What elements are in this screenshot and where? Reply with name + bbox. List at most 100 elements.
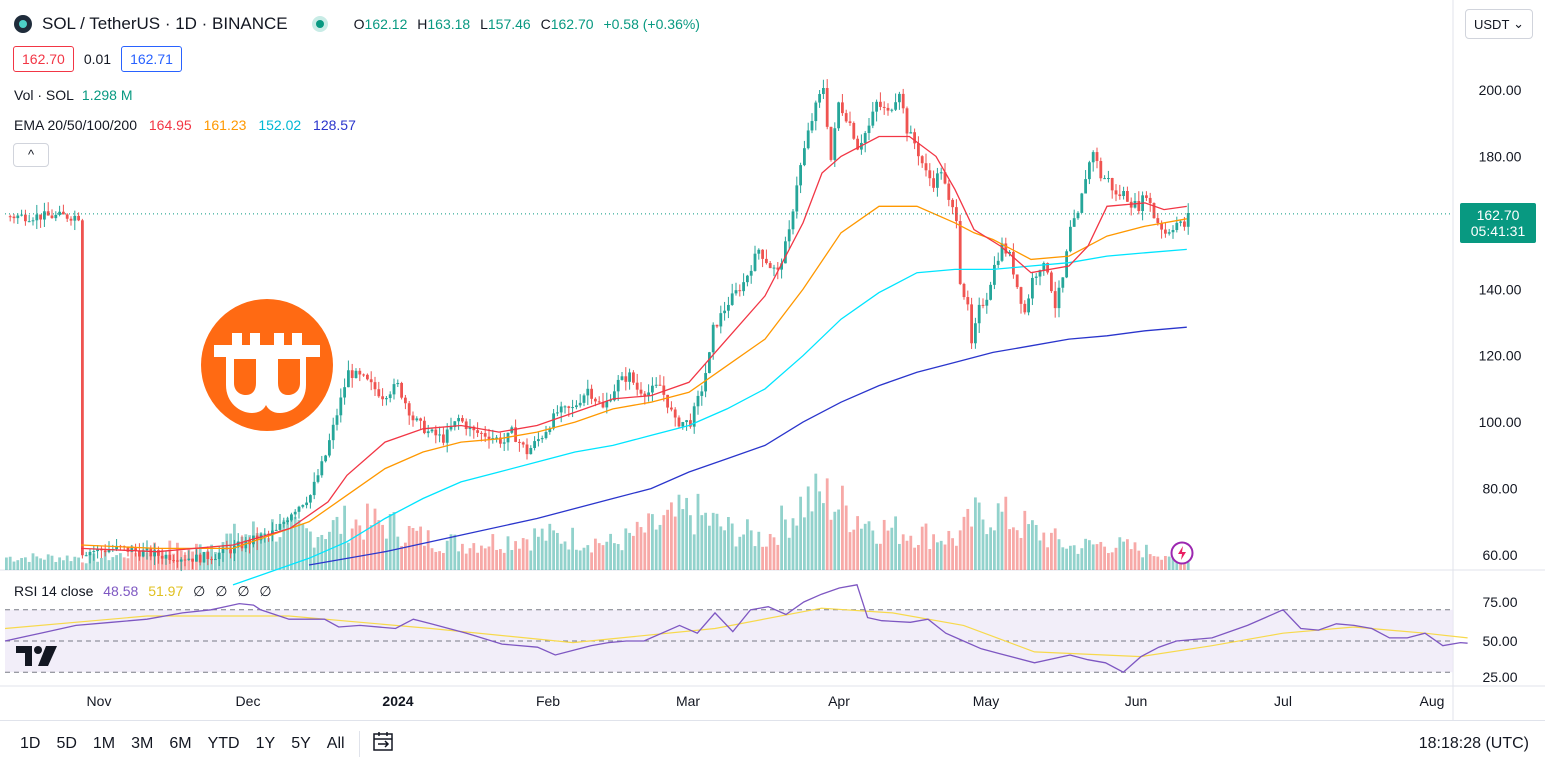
volume-bar [1015,530,1019,570]
candle-body [1107,178,1110,180]
lightning-icon[interactable] [1170,541,1194,565]
volume-bar [730,523,734,570]
volume-bar [810,511,814,570]
candle-body [24,214,27,222]
price-axis-tick: 100.00 [1479,414,1522,430]
volume-bar [1072,545,1076,570]
symbol-title[interactable]: SOL / TetherUS · 1D · BINANCE [42,14,288,33]
candle-body [1012,251,1015,275]
candle-body [69,218,73,221]
candle-body [31,220,35,222]
candle-body [974,323,977,344]
volume-bar [5,557,8,570]
ema200-value: 128.57 [313,117,356,133]
market-open-status-icon[interactable] [311,16,328,32]
rsi-ma-value: 51.97 [148,583,184,599]
volume-bar [833,511,837,570]
candle-body [514,427,517,442]
volume-bar [746,519,749,570]
ema-legend[interactable]: EMA 20/50/100/200 164.95 161.23 152.02 1… [14,117,364,133]
volume-bar [1133,542,1137,570]
timeframe-1d[interactable]: 1D [20,735,41,752]
chevron-up-icon: ^ [27,147,35,162]
candle-body [27,221,31,223]
candle-body [316,475,320,482]
candle-body [936,173,939,188]
timeframe-1m[interactable]: 1M [92,735,116,752]
volume-bar [81,562,84,570]
volume-bar [282,520,286,570]
candle-body [358,370,362,375]
volume-bar [1042,532,1046,570]
volume-bar [719,526,723,570]
volume-bar [449,534,453,570]
timeframe-5y[interactable]: 5Y [291,735,311,752]
currency-selector[interactable]: USDT ⌄ [1465,9,1533,39]
timeframe-3m[interactable]: 3M [131,735,154,752]
buy-price-button[interactable]: 162.71 [121,46,182,72]
candle-body [426,431,430,434]
candle-body [886,107,890,111]
candle-body [601,402,605,408]
volume-bar [548,523,552,570]
candle-body [605,400,609,408]
timeframe-6m[interactable]: 6M [169,735,192,752]
volume-bar [552,530,555,570]
candle-body [989,284,992,300]
candle-body [453,421,457,428]
volume-bar [825,478,829,570]
candle-body [966,297,970,305]
volume-bar [981,519,985,570]
candle-body [388,394,392,399]
timeframe-5d[interactable]: 5D [56,735,77,752]
candle-body [947,183,951,200]
candle-body [552,413,555,429]
volume-bar [267,538,270,570]
volume-bar [791,518,795,570]
candle-body [924,163,928,171]
volume-bar [742,534,745,570]
candle-body [1186,213,1190,227]
volume-legend[interactable]: Vol · SOL 1.298 M [14,87,133,103]
timeframe-1y[interactable]: 1Y [255,735,276,752]
candle-body [8,216,12,218]
rsi-line [4,584,1468,673]
volume-bar [255,533,259,570]
volume-bar [388,514,392,570]
candle-body [833,128,837,160]
volume-bar [715,513,719,570]
rsi-legend[interactable]: RSI 14 close 48.58 51.97 ∅ ∅ ∅ ∅ [14,583,278,600]
volume-bar [1122,541,1125,570]
sell-price-button[interactable]: 162.70 [13,46,74,72]
candle-body [354,370,358,379]
candle-body [628,372,631,382]
candle-body [696,395,700,407]
candle-body [635,382,639,390]
candle-body [1015,274,1019,288]
volume-bar [1008,529,1011,570]
candle-body [765,258,768,264]
volume-bar [510,550,514,570]
date-range-button[interactable] [366,731,402,758]
candle-body [1008,251,1011,254]
volume-bar [103,551,107,570]
candle-body [746,275,749,283]
tradingview-logo-icon[interactable] [16,646,58,668]
timeframe-ytd[interactable]: YTD [207,735,240,752]
timeframe-all[interactable]: All [326,735,345,752]
candle-body [472,426,476,431]
utc-clock[interactable]: 18:18:28 (UTC) [1418,735,1529,752]
volume-bar [970,526,973,570]
candle-body [202,552,206,563]
candle-body [434,429,438,436]
volume-bar [1141,557,1144,570]
chart-area[interactable]: 200.00 180.00 140.00 120.00 100.00 80.00 60.00… [0,0,1545,720]
volume-bar [69,561,73,570]
volume-bar [1103,546,1106,570]
volume-bar [1046,547,1049,570]
candle-body [597,401,601,403]
volume-bar [502,552,506,570]
volume-bar [122,557,126,570]
volume-bar [442,552,445,570]
collapse-legend-button[interactable]: ^ [13,143,49,167]
